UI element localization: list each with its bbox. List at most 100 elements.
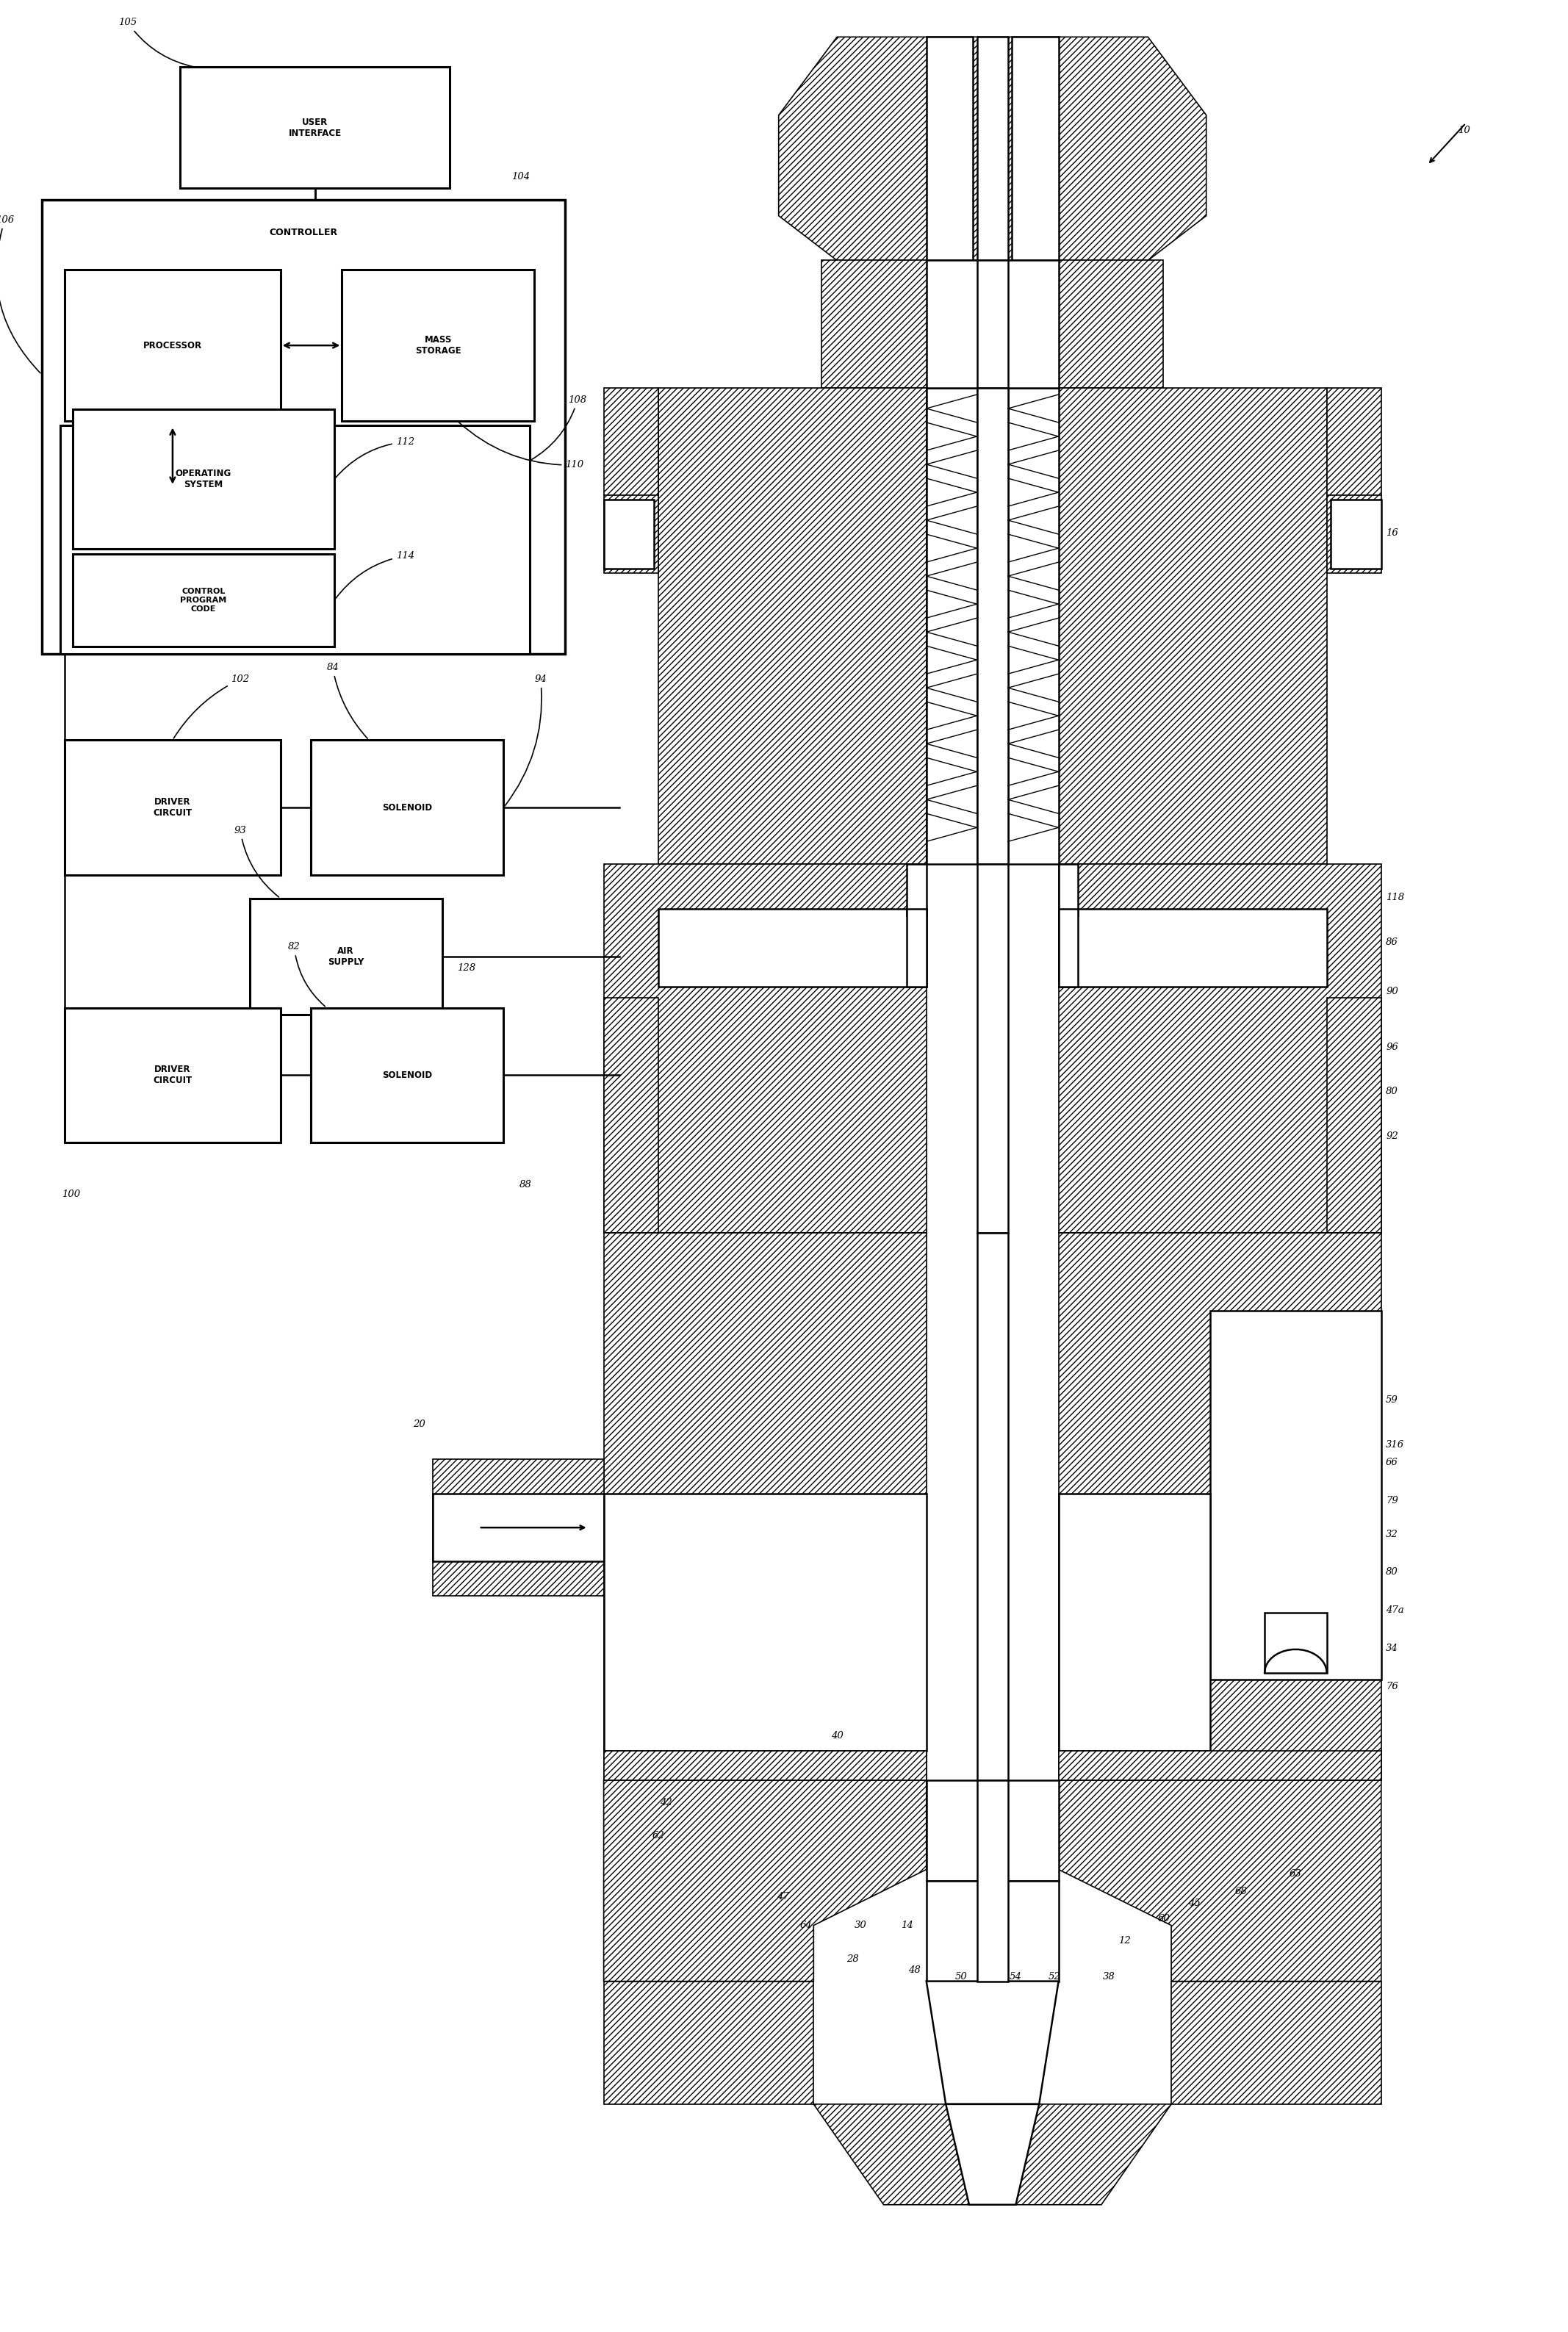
Text: PROCESSOR: PROCESSOR — [143, 340, 202, 350]
Polygon shape — [1210, 1311, 1381, 1679]
Bar — [604, 499, 654, 569]
Bar — [906, 909, 927, 986]
Bar — [977, 387, 1008, 863]
Polygon shape — [1327, 998, 1381, 1234]
Text: 62: 62 — [652, 1831, 665, 1840]
Polygon shape — [927, 37, 974, 261]
Bar — [977, 261, 1008, 387]
Bar — [310, 1007, 503, 1143]
Text: AIR
SUPPLY: AIR SUPPLY — [328, 947, 364, 968]
Polygon shape — [1058, 1779, 1381, 1982]
Bar — [1331, 499, 1381, 569]
Text: 112: 112 — [336, 436, 414, 478]
Bar — [342, 271, 535, 422]
Polygon shape — [604, 998, 659, 1234]
Text: 80: 80 — [1386, 1567, 1399, 1576]
Bar — [64, 739, 281, 874]
Text: 106: 106 — [0, 215, 41, 373]
Polygon shape — [946, 2103, 1040, 2204]
Polygon shape — [604, 387, 659, 494]
Bar — [249, 898, 442, 1014]
Polygon shape — [659, 909, 927, 986]
Bar — [977, 37, 1008, 261]
Polygon shape — [1327, 494, 1381, 574]
Bar — [977, 863, 1008, 1234]
Polygon shape — [433, 1495, 604, 1560]
Text: 59: 59 — [1386, 1395, 1399, 1404]
Bar — [72, 410, 334, 548]
Polygon shape — [604, 1779, 927, 1982]
Polygon shape — [604, 1982, 814, 2103]
Text: 16: 16 — [1386, 529, 1399, 539]
Polygon shape — [604, 494, 659, 574]
Polygon shape — [1011, 37, 1058, 261]
Text: 54: 54 — [1010, 1973, 1022, 1982]
Text: 108: 108 — [532, 394, 586, 459]
Text: 80: 80 — [1386, 1087, 1399, 1096]
Polygon shape — [1264, 1611, 1327, 1672]
Text: OPERATING
SYSTEM: OPERATING SYSTEM — [176, 469, 232, 490]
Polygon shape — [927, 387, 977, 863]
Text: 34: 34 — [1386, 1644, 1399, 1653]
Text: 84: 84 — [326, 662, 367, 739]
Text: 20: 20 — [412, 1420, 425, 1430]
Polygon shape — [604, 863, 927, 1234]
Polygon shape — [927, 261, 1058, 387]
Bar — [180, 68, 450, 189]
Bar — [310, 739, 503, 874]
Bar — [977, 1234, 1008, 1779]
Text: 128: 128 — [458, 963, 477, 972]
Polygon shape — [1171, 1982, 1381, 2103]
Polygon shape — [1058, 1751, 1381, 1779]
Text: 12: 12 — [1118, 1936, 1131, 1945]
Polygon shape — [814, 2103, 1171, 2204]
Polygon shape — [604, 1495, 927, 1751]
Polygon shape — [927, 1779, 1058, 1880]
Text: 102: 102 — [174, 674, 249, 739]
Polygon shape — [1008, 387, 1058, 863]
Text: 47a: 47a — [1386, 1604, 1403, 1616]
Bar — [1058, 863, 1077, 914]
Text: 76: 76 — [1386, 1681, 1399, 1691]
Bar — [64, 1007, 281, 1143]
Bar — [906, 863, 927, 914]
Text: 60: 60 — [1157, 1915, 1170, 1924]
Text: 10: 10 — [1458, 126, 1471, 135]
Text: 42: 42 — [660, 1798, 673, 1807]
Text: 82: 82 — [289, 942, 325, 1007]
Text: 68: 68 — [1236, 1887, 1248, 1896]
Text: 100: 100 — [61, 1189, 80, 1199]
Text: 93: 93 — [234, 826, 279, 898]
Text: 48: 48 — [908, 1966, 920, 1975]
Polygon shape — [1327, 387, 1381, 494]
Text: 66: 66 — [1386, 1458, 1399, 1467]
Text: DRIVER
CIRCUIT: DRIVER CIRCUIT — [154, 1066, 193, 1084]
Polygon shape — [1058, 1495, 1210, 1751]
Text: 118: 118 — [1386, 893, 1405, 902]
Text: 88: 88 — [519, 1180, 532, 1189]
Text: 64: 64 — [800, 1922, 812, 1931]
Text: MEMORY: MEMORY — [273, 450, 318, 459]
Text: 316: 316 — [1386, 1441, 1405, 1451]
Polygon shape — [604, 1234, 927, 1779]
Text: 110: 110 — [459, 422, 583, 469]
Text: 47: 47 — [776, 1891, 789, 1901]
Text: 28: 28 — [847, 1954, 859, 1964]
Text: 50: 50 — [955, 1973, 967, 1982]
Text: 94: 94 — [505, 674, 547, 807]
Polygon shape — [1058, 909, 1327, 986]
Text: 32: 32 — [1386, 1530, 1399, 1539]
Text: SOLENOID: SOLENOID — [383, 802, 433, 812]
Polygon shape — [1058, 387, 1327, 863]
Text: 92: 92 — [1386, 1131, 1399, 1140]
Text: 79: 79 — [1386, 1497, 1399, 1506]
Text: DRIVER
CIRCUIT: DRIVER CIRCUIT — [154, 798, 193, 819]
Text: SOLENOID: SOLENOID — [383, 1070, 433, 1080]
Text: MASS
STORAGE: MASS STORAGE — [416, 336, 461, 357]
Polygon shape — [1058, 863, 1381, 1234]
Text: CONTROL
PROGRAM
CODE: CONTROL PROGRAM CODE — [180, 588, 227, 613]
Polygon shape — [659, 387, 927, 863]
Polygon shape — [604, 1751, 927, 1779]
Text: 114: 114 — [336, 550, 414, 599]
Bar — [72, 553, 334, 646]
